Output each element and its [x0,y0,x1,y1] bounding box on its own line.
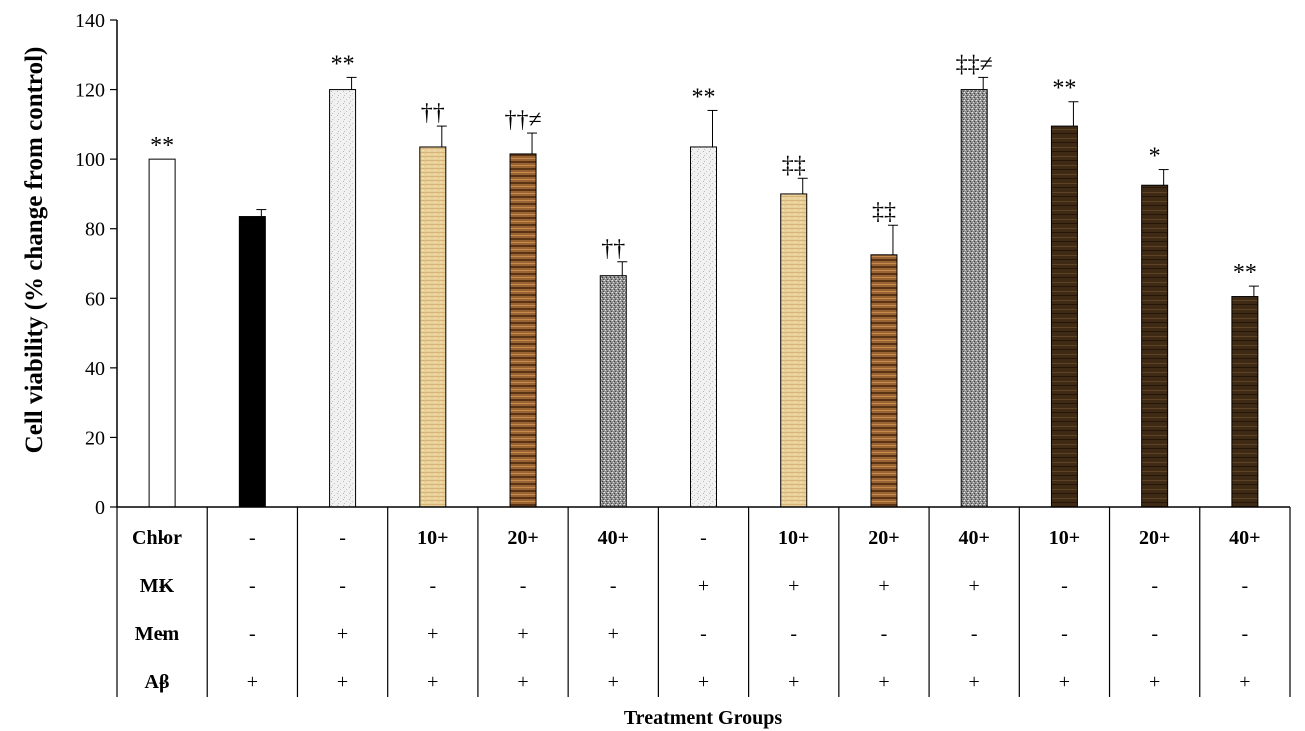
table-cell: - [520,575,527,597]
table-cell: 10+ [1049,527,1080,549]
y-tick-label: 100 [75,149,105,171]
table-cell: 20+ [507,527,538,549]
significance-label: * [1149,144,1161,170]
table-cell: 40+ [958,527,989,549]
table-cell: + [517,623,528,645]
table-cell: + [698,575,709,597]
table-cell: - [881,623,888,645]
bar [960,89,988,508]
table-cell: - [971,623,978,645]
significance-label: †† [601,236,625,262]
table-row-label: MK [140,575,175,597]
bar [1231,296,1259,508]
table-cell: - [249,623,256,645]
significance-label: ** [692,84,716,110]
table-cell: + [1239,671,1250,693]
table-cell: + [427,671,438,693]
table-cell: + [427,623,438,645]
table-cell: - [700,623,707,645]
table-cell: + [969,575,980,597]
table-cell: - [1061,623,1068,645]
table-cell: - [159,575,166,597]
table-cell: + [698,671,709,693]
significance-label: ** [150,133,174,159]
table-cell: + [788,671,799,693]
y-axis-label: Cell viability (% change from control) [21,47,48,454]
table-cell: - [159,527,166,549]
table-cell: + [337,671,348,693]
table-cell: - [1242,575,1249,597]
x-axis-label: Treatment Groups [624,707,783,729]
significance-label: ‡‡ [872,199,896,225]
bar [780,193,808,508]
table-cell: 20+ [868,527,899,549]
table-cell: - [610,575,617,597]
bar [509,153,537,508]
table-cell: + [1059,671,1070,693]
table-cell: - [339,575,346,597]
table-cell: - [159,623,166,645]
table-cell: + [878,575,889,597]
bar [1141,184,1169,508]
table-cell: + [337,623,348,645]
table-cell: - [790,623,797,645]
significance-label: ** [1233,260,1257,286]
bar [1050,125,1078,508]
table-cell: - [1061,575,1068,597]
table-cell: + [247,671,258,693]
y-tick-label: 140 [75,10,105,32]
y-tick-label: 60 [85,288,105,310]
significance-label: †† [421,100,445,126]
table-cell: + [608,623,619,645]
table-cell: 20+ [1139,527,1170,549]
bar [238,216,266,508]
bar [329,89,357,508]
table-cell: - [429,575,436,597]
table-cell: - [700,527,707,549]
y-tick-label: 20 [85,427,105,449]
table-cell: + [1149,671,1160,693]
significance-label: ** [1052,76,1076,102]
table-row-label: Aβ [145,671,170,693]
table-cell: - [339,527,346,549]
y-tick-label: 40 [85,358,105,380]
table-cell: 40+ [598,527,629,549]
significance-label: ** [331,51,355,77]
significance-label: ‡‡≠ [956,51,993,77]
bar [599,275,627,508]
significance-label: ††≠ [504,107,541,133]
table-cell: - [249,575,256,597]
y-tick-label: 120 [75,80,105,102]
table-cell: + [788,575,799,597]
bar [690,146,717,508]
table-cell: + [969,671,980,693]
table-cell: - [249,527,256,549]
table-cell: 10+ [417,527,448,549]
table-cell: - [1151,623,1158,645]
bar [870,254,898,508]
table-row-label: Chlor [132,527,182,549]
table-cell: + [878,671,889,693]
table-cell: + [517,671,528,693]
table-cell: + [608,671,619,693]
table-cell: - [1151,575,1158,597]
significance-label: ‡‡ [782,152,806,178]
y-tick-label: 0 [95,497,105,519]
table-cell: - [1242,623,1249,645]
table-cell: 10+ [778,527,809,549]
bar [419,146,447,508]
table-cell: - [159,671,166,693]
table-row-label: Mem [135,623,180,645]
bar [148,158,176,508]
y-tick-label: 80 [85,219,105,241]
table-cell: 40+ [1229,527,1260,549]
